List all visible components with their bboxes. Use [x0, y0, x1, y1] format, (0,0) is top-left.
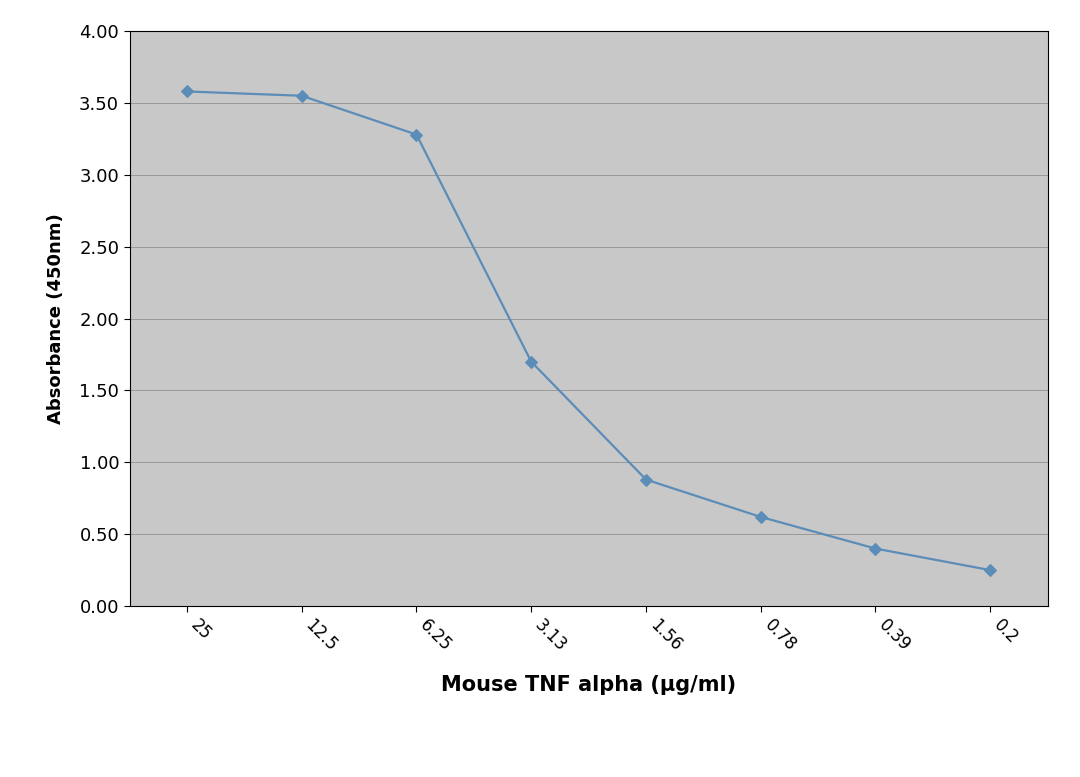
- X-axis label: Mouse TNF alpha (μg/ml): Mouse TNF alpha (μg/ml): [441, 675, 737, 695]
- Y-axis label: Absorbance (450nm): Absorbance (450nm): [48, 213, 65, 424]
